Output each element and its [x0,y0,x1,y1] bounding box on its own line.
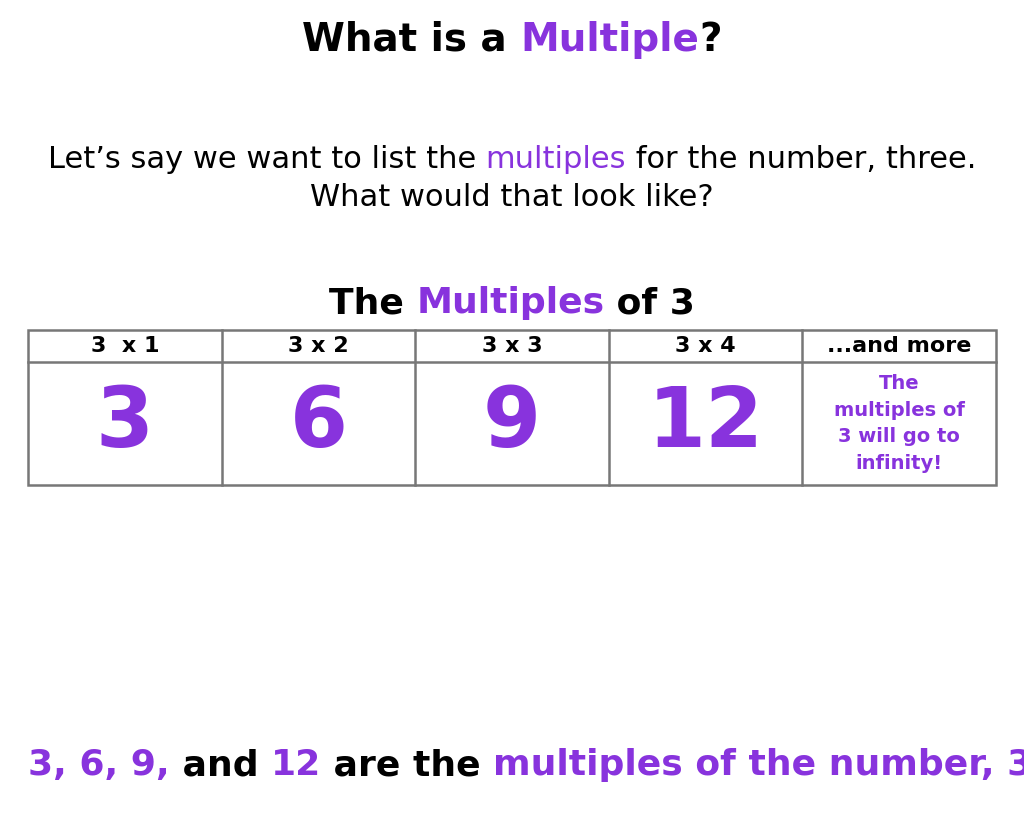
Text: ...and more: ...and more [827,336,972,356]
Text: 3 x 2: 3 x 2 [288,336,349,356]
Text: The
multiples of
3 will go to
infinity!: The multiples of 3 will go to infinity! [834,374,965,473]
Text: 3, 6, 9,: 3, 6, 9, [28,748,170,782]
Text: What would that look like?: What would that look like? [310,183,714,212]
Text: Multiple: Multiple [520,21,699,59]
Text: Let’s say we want to list the: Let’s say we want to list the [47,145,485,174]
Text: The: The [329,286,416,320]
Text: are the: are the [322,748,494,782]
Text: multiples of the number, 3.: multiples of the number, 3. [494,748,1024,782]
Text: 12: 12 [271,748,322,782]
Text: 3 x 3: 3 x 3 [481,336,543,356]
Bar [28,330,996,485]
Text: for the number, three.: for the number, three. [626,145,977,174]
Text: 12: 12 [647,383,764,464]
Text: 3 x 4: 3 x 4 [675,336,736,356]
Text: 6: 6 [290,383,347,464]
Text: What is a: What is a [302,21,520,59]
Text: of 3: of 3 [604,286,695,320]
Text: and: and [170,748,271,782]
Text: ?: ? [699,21,722,59]
Text: Multiples: Multiples [416,286,604,320]
Text: multiples: multiples [485,145,626,174]
Text: 9: 9 [483,383,541,464]
Text: 3: 3 [96,383,154,464]
Text: 3  x 1: 3 x 1 [90,336,159,356]
